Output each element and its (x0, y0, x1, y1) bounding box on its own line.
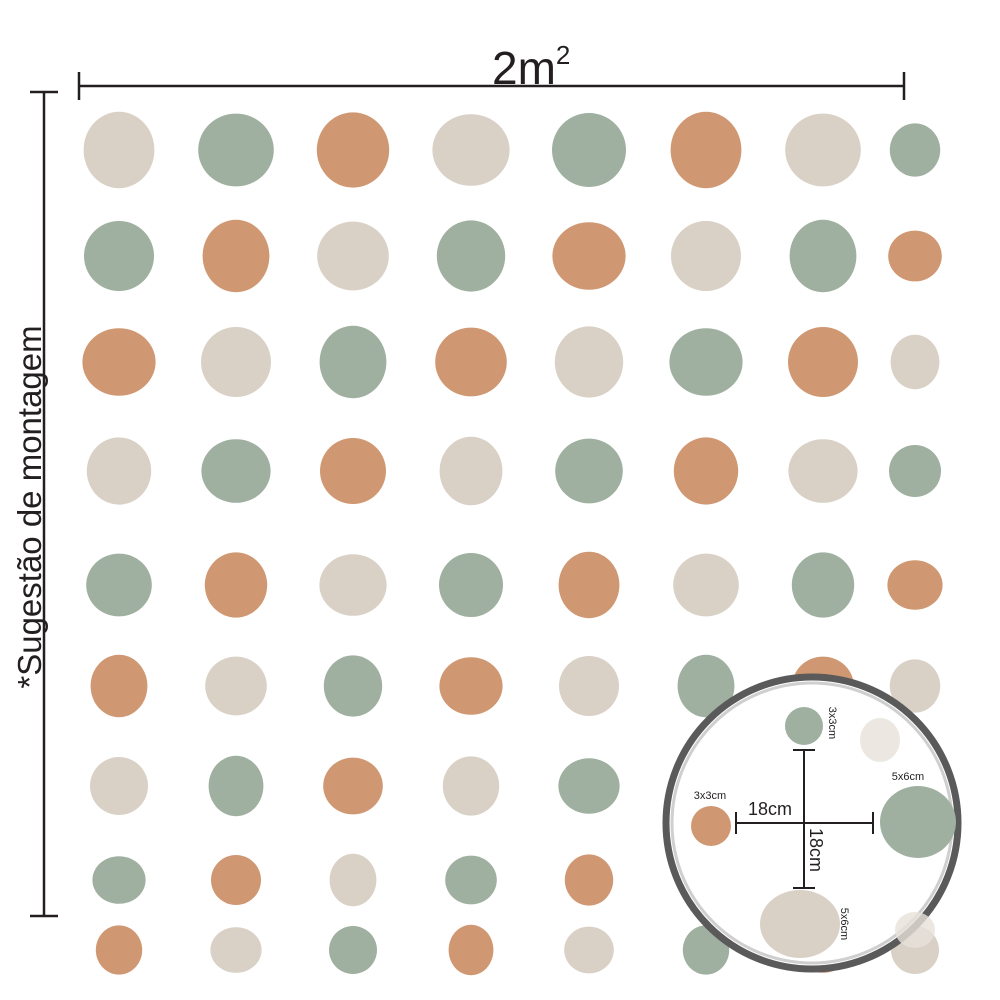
dot (439, 657, 503, 715)
dot (558, 551, 620, 619)
dot (329, 926, 377, 974)
dot (789, 219, 857, 293)
dot (673, 437, 739, 505)
horizontal-spacing: 18cm (748, 799, 792, 819)
dot (86, 437, 152, 505)
dot (436, 220, 506, 292)
dot (204, 552, 268, 618)
dot (555, 438, 623, 504)
dot (552, 113, 626, 187)
dot (202, 219, 270, 293)
magnifier: 18cm 18cm 3x3cm 3x3cm 5x6cm 5x6cm (662, 673, 962, 973)
dot (442, 756, 500, 816)
dot (198, 113, 274, 187)
width-superscript: 2 (556, 40, 570, 70)
dot (558, 758, 620, 814)
top-dot-size: 3x3cm (826, 707, 838, 739)
dot (84, 221, 154, 291)
dot (92, 856, 146, 904)
dot (329, 853, 377, 907)
dot (887, 560, 943, 610)
width-label: 2m2 (492, 40, 570, 94)
dot (439, 436, 503, 506)
large-dot (760, 890, 840, 958)
dot (211, 855, 261, 905)
dot (316, 112, 390, 188)
dot (86, 553, 152, 617)
dot (319, 554, 387, 616)
dot (890, 334, 940, 390)
dot (439, 553, 503, 617)
small-dot (691, 806, 731, 846)
dot (669, 328, 743, 396)
vertical-spacing: 18cm (806, 828, 826, 872)
dot (677, 654, 735, 718)
dot (319, 325, 387, 399)
small-dot (785, 707, 823, 745)
dot (788, 439, 858, 503)
dot (889, 123, 941, 177)
dot (670, 111, 742, 189)
dot (889, 445, 941, 497)
dot (564, 854, 614, 906)
dot (320, 438, 386, 504)
dot (83, 111, 155, 189)
dot (889, 659, 941, 713)
dot-grid (82, 111, 943, 976)
dot (210, 927, 262, 973)
faded-dot (860, 718, 900, 762)
dot (435, 327, 507, 397)
dot (208, 755, 264, 817)
faded-dot (895, 912, 935, 948)
bottom-dot-size: 5x6cm (838, 908, 850, 940)
dot (445, 855, 497, 905)
dot (552, 222, 626, 290)
dot (90, 757, 148, 815)
dot (791, 552, 855, 618)
dot (317, 221, 389, 291)
dot (90, 654, 148, 718)
dot (95, 925, 143, 975)
dot (205, 656, 267, 716)
dot (432, 114, 510, 186)
width-unit: 2m (492, 42, 556, 94)
left-dot-size: 3x3cm (694, 790, 726, 802)
dot (201, 439, 271, 503)
dot (671, 221, 741, 291)
dot (785, 113, 861, 187)
dot (673, 553, 739, 617)
dot (323, 655, 383, 717)
dot (888, 230, 942, 282)
right-dot-size: 5x6cm (892, 771, 924, 783)
dot (323, 757, 383, 815)
dot (559, 656, 619, 716)
dot (788, 327, 858, 397)
dot (554, 326, 624, 398)
dot (564, 926, 614, 974)
dot (201, 327, 271, 397)
side-label: *Sugestão de montagem (11, 325, 48, 688)
dot (82, 328, 156, 396)
large-dot (880, 786, 956, 858)
dot (448, 924, 494, 976)
